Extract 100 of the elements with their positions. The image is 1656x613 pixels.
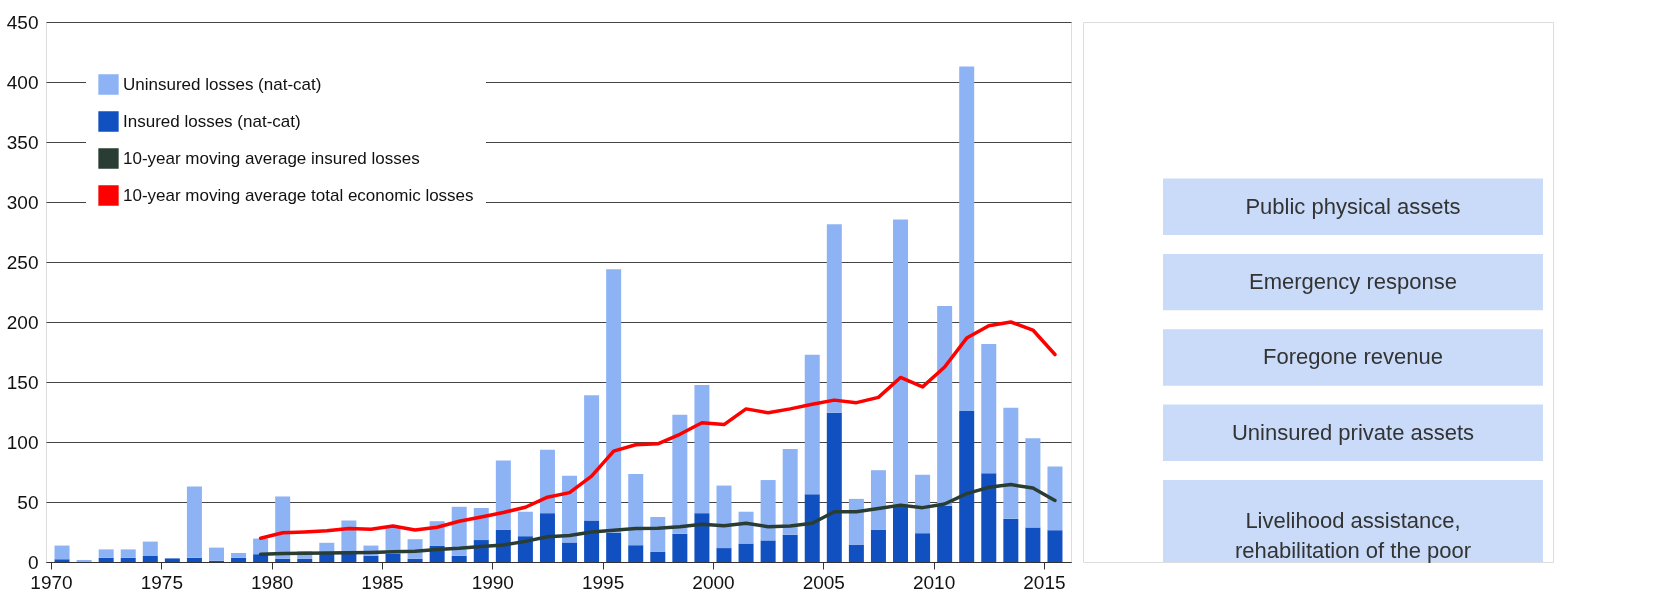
bar [451,555,467,562]
bar [54,545,70,560]
text: Uninsured private assets [1231,419,1475,445]
bar [186,557,202,562]
bar [363,555,379,562]
bar [937,505,953,562]
bar [915,474,931,534]
legend-label: 10-year moving average insured losses [123,148,420,168]
bar [164,558,180,562]
legend-label: Insured losses (nat-cat) [123,111,301,131]
bar [98,557,114,562]
bar [1003,518,1019,562]
line-series [258,320,1057,540]
bar [297,558,313,562]
y-tick-label: 400 [6,71,39,93]
legend-label: 10-year moving average total economic losses [123,185,474,205]
bar [584,395,600,521]
bar [208,547,224,561]
y-tick-label: 450 [6,11,39,33]
bar [539,449,555,514]
bar [893,504,909,562]
bar [142,556,158,562]
bar [142,541,158,556]
bar [804,354,820,495]
y-tick-label: 150 [6,371,39,393]
bar [231,557,247,562]
bar [893,219,909,505]
bar [959,410,975,562]
text: Public physical assets [1245,193,1461,219]
y-tick-label: 0 [27,551,39,573]
bar [562,542,578,562]
bar [120,549,136,558]
bar [517,511,533,537]
bar [407,558,423,562]
bar [1047,466,1063,531]
bar [981,343,997,474]
bar [848,498,864,545]
bar [826,412,842,562]
y-tick-label: 200 [6,311,39,333]
bar [606,532,622,562]
bar [870,470,886,530]
x-tick-label: 1990 [471,571,514,593]
bar [716,485,732,549]
bar [1025,438,1041,528]
bar [716,548,732,562]
bar [495,460,511,530]
x-tick-label: 1995 [581,571,625,593]
y-tick-label: 250 [6,251,39,273]
bar [870,529,886,562]
bar [628,545,644,562]
x-tick-label: 1975 [140,571,183,593]
x-tick-label: 1985 [361,571,404,593]
bar [628,474,644,546]
bar [1003,407,1019,519]
bar [54,559,70,562]
bar [385,553,401,562]
bar [694,513,710,562]
bar [672,414,688,534]
bar [98,549,114,558]
bar [782,448,798,535]
bar [826,224,842,413]
bar [539,513,555,562]
legend-label: Uninsured losses (nat-cat) [123,74,322,94]
bar [606,269,622,533]
bar [650,551,666,562]
x-tick-label: 2015 [1023,571,1066,593]
x-tick-label: 2010 [912,571,956,593]
x-tick-label: 1970 [30,571,73,593]
bar [760,540,776,562]
bar [694,385,710,514]
bar [738,543,754,562]
bar [76,559,92,562]
bar [1047,530,1063,562]
bar [937,305,953,506]
x-tick-label: 2005 [802,571,845,593]
bar [120,557,136,562]
bar [760,480,776,541]
y-tick-label: 300 [6,191,39,213]
bar [231,553,247,558]
y-tick-label: 50 [17,491,39,513]
text: Foregone revenue [1263,344,1443,370]
text: Livelihood assistance, rehabilitation of the poor [1234,507,1472,563]
bar [186,486,202,558]
bar [1025,527,1041,562]
x-tick-label: 2000 [692,571,735,593]
text: Emergency response [1249,269,1457,295]
bar [959,66,975,411]
bar [981,473,997,562]
bar [848,544,864,562]
line-series [258,482,1057,557]
y-tick-label: 100 [6,431,39,453]
bar [804,494,820,562]
bar [275,558,291,562]
bar [584,520,600,562]
bar [782,534,798,562]
bar [341,553,357,562]
y-tick-label: 350 [6,131,39,153]
bar [672,533,688,562]
bar [915,533,931,562]
x-tick-label: 1980 [251,571,294,593]
